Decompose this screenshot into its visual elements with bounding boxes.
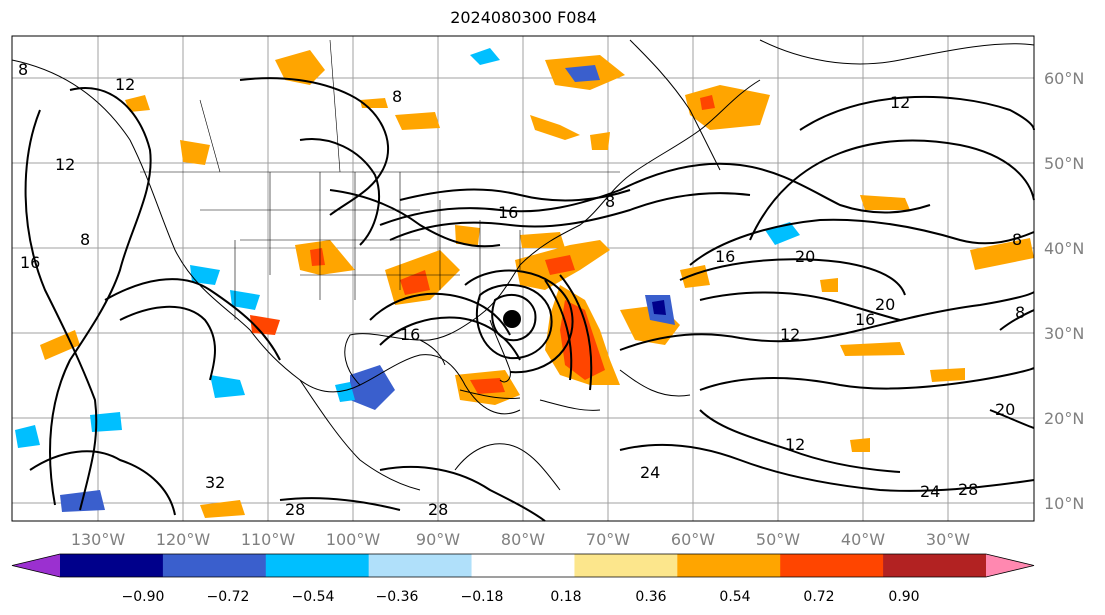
colorbar-tick-label: 0.90: [888, 589, 919, 605]
contour-label: 8: [605, 192, 615, 211]
contour-label: 28: [428, 500, 448, 519]
contour-label: 8: [1012, 230, 1022, 249]
colorbar-outline: [11, 553, 1035, 578]
contour-label: 12: [55, 155, 75, 174]
longitude-labels: 130°W 120°W 110°W 100°W 90°W 80°W 70°W 6…: [71, 530, 970, 549]
lon-label: 110°W: [241, 530, 296, 549]
graticule: [12, 36, 1034, 521]
contour-label: 8: [392, 87, 402, 106]
contour-label: 8: [18, 60, 28, 79]
contour-label: 24: [920, 482, 940, 501]
colorbar-bin: [677, 554, 781, 577]
contour-label: 28: [285, 500, 305, 519]
colorbar-bin: [471, 554, 575, 577]
lat-label: 30°N: [1044, 324, 1084, 343]
contour-label: 16: [855, 310, 875, 329]
lon-label: 30°W: [926, 530, 970, 549]
lat-label: 40°N: [1044, 239, 1084, 258]
colorbar-tick-label: 0.54: [719, 589, 750, 605]
colorbar-tick-label: 0.36: [635, 589, 666, 605]
lon-label: 60°W: [671, 530, 715, 549]
lat-label: 50°N: [1044, 154, 1084, 173]
colorbar-bin: [12, 554, 60, 577]
contour-label: 12: [890, 93, 910, 112]
contour-label: 8: [1015, 303, 1025, 322]
colorbar-tick-label: −0.18: [461, 589, 504, 605]
contour-label: 28: [958, 480, 978, 499]
contour-label-group: 12 12 12 12 12 8 8 8 8 8 8 16 16 16 16 1…: [18, 60, 1025, 519]
contour-label: 12: [785, 435, 805, 454]
contours: [24, 77, 1035, 522]
colorbar-tick-label: −0.54: [292, 589, 335, 605]
colorbar-bin: [60, 554, 164, 577]
contour-label: 20: [995, 400, 1015, 419]
lon-label: 100°W: [326, 530, 381, 549]
colorbar-bin: [162, 554, 267, 577]
lat-label: 60°N: [1044, 69, 1084, 88]
contour-label: 16: [400, 325, 420, 344]
map-title: 2024080300 F084: [450, 8, 597, 27]
colorbar-tick-label: −0.36: [376, 589, 419, 605]
lon-label: 70°W: [586, 530, 630, 549]
colorbar-tick-label: 0.18: [550, 589, 581, 605]
contour-label: 20: [795, 247, 815, 266]
contour-label: 24: [640, 463, 660, 482]
colorbar-tick-labels: −0.90 −0.72 −0.54 −0.36 −0.18 0.18 0.36 …: [122, 589, 920, 605]
colorbar-tick-label: −0.72: [207, 589, 250, 605]
borders: [140, 39, 620, 320]
contour-label: 16: [715, 247, 735, 266]
colorbar-bin: [883, 554, 987, 577]
colorbar-bin: [265, 554, 370, 577]
contour-label: 16: [20, 253, 40, 272]
colorbar-bin: [780, 554, 884, 577]
colorbar-bin: [368, 554, 473, 577]
lat-label: 10°N: [1044, 494, 1084, 513]
contour-label: 12: [780, 325, 800, 344]
lon-label: 130°W: [71, 530, 126, 549]
contour-label: 20: [875, 295, 895, 314]
lon-label: 40°W: [841, 530, 885, 549]
lon-label: 120°W: [156, 530, 211, 549]
storm-center-marker: [503, 310, 521, 328]
contour-label: 32: [205, 473, 225, 492]
contour-label: 8: [80, 230, 90, 249]
lon-label: 80°W: [501, 530, 545, 549]
colorbar-bin: [574, 554, 678, 577]
map-frame: [11, 35, 1035, 522]
lat-label: 20°N: [1044, 409, 1084, 428]
lon-label: 50°W: [756, 530, 800, 549]
colorbar-tick-label: −0.90: [122, 589, 165, 605]
contour-label: 16: [498, 203, 518, 222]
colorbar-bin: [986, 554, 1034, 577]
contour-label: 12: [115, 75, 135, 94]
colorbar: [11, 553, 1035, 578]
latitude-labels: 60°N 50°N 40°N 30°N 20°N 10°N: [1044, 69, 1084, 513]
shaded-field: [15, 48, 1034, 518]
colorbar-tick-label: 0.72: [803, 589, 834, 605]
lon-label: 90°W: [416, 530, 460, 549]
